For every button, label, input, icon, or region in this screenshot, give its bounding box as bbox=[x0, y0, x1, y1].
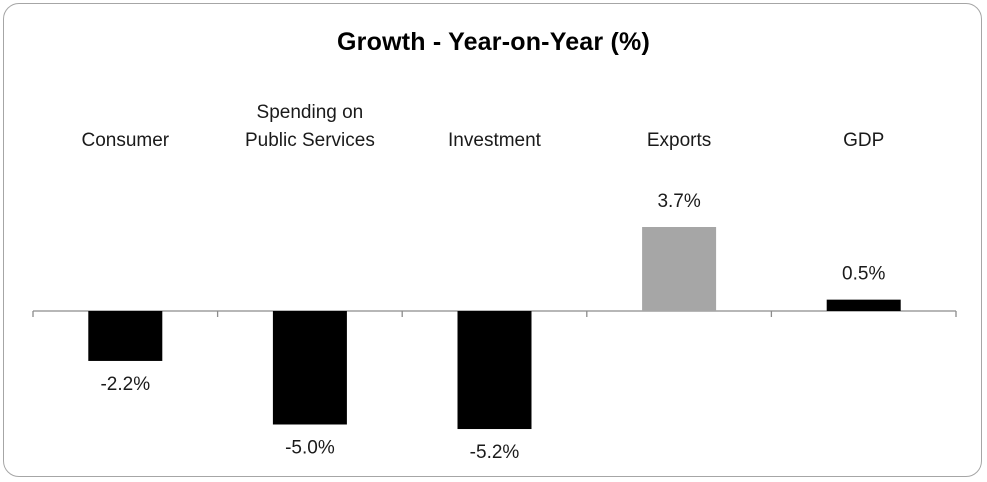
bar bbox=[457, 311, 532, 430]
bar bbox=[642, 227, 717, 311]
data-label: -5.2% bbox=[470, 442, 520, 463]
data-label: -5.0% bbox=[285, 438, 335, 459]
category-label: Exports bbox=[647, 130, 711, 151]
bar bbox=[88, 311, 163, 361]
data-label: 3.7% bbox=[657, 191, 700, 212]
data-label: 0.5% bbox=[842, 264, 885, 285]
category-label: Spending on bbox=[257, 102, 364, 123]
category-label: Public Services bbox=[245, 130, 375, 151]
bar bbox=[272, 311, 347, 425]
data-label: -2.2% bbox=[100, 374, 150, 395]
bar bbox=[826, 299, 901, 311]
category-label: Investment bbox=[448, 130, 542, 151]
category-label: Consumer bbox=[81, 130, 169, 151]
category-label: GDP bbox=[843, 130, 884, 151]
chart-title: Growth - Year-on-Year (%) bbox=[337, 28, 650, 56]
